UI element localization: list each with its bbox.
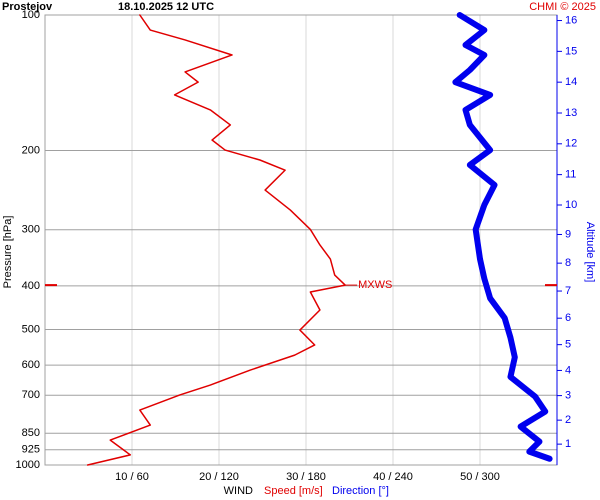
x-tick-label: 10 / 60	[115, 471, 149, 483]
y2-tick-label: 10	[565, 199, 577, 211]
speed-line	[86, 14, 346, 466]
y2-tick-label: 7	[565, 285, 571, 297]
y-tick-label: 1000	[16, 459, 40, 471]
y-tick-label: 300	[22, 224, 40, 236]
y-tick-label: 600	[22, 359, 40, 371]
x-axis-label: WIND	[224, 485, 253, 497]
y2-tick-label: 9	[565, 228, 571, 240]
direction-line	[452, 12, 553, 462]
x-tick-label: 50 / 300	[460, 471, 500, 483]
y2-tick-label: 16	[565, 14, 577, 26]
y2-tick-label: 3	[565, 390, 571, 402]
y2-tick-label: 1	[565, 438, 571, 450]
credit: CHMI © 2025	[529, 1, 596, 13]
x-tick-label: 40 / 240	[373, 471, 413, 483]
y2-tick-label: 12	[565, 138, 577, 150]
y-tick-label: 500	[22, 323, 40, 335]
y2-tick-label: 6	[565, 312, 571, 324]
legend-speed: Speed [m/s]	[264, 485, 323, 497]
y2-tick-label: 2	[565, 414, 571, 426]
y2-tick-label: 4	[565, 364, 571, 376]
y-tick-label: 400	[22, 280, 40, 292]
y2-tick-label: 8	[565, 257, 571, 269]
mxws-label: MXWS	[358, 279, 392, 291]
y2-tick-label: 5	[565, 339, 571, 351]
y2-tick-label: 14	[565, 76, 577, 88]
y-axis-label: Pressure [hPa]	[2, 216, 14, 289]
y-tick-label: 925	[22, 444, 40, 456]
x-tick-label: 20 / 120	[199, 471, 239, 483]
y-tick-label: 100	[22, 9, 40, 21]
x-tick-label: 30 / 180	[286, 471, 326, 483]
y2-axis-label: Altitude [km]	[584, 222, 596, 283]
legend-direction: Direction [°]	[332, 485, 389, 497]
y2-tick-label: 11	[565, 169, 576, 181]
y-tick-label: 700	[22, 389, 40, 401]
y-tick-label: 850	[22, 427, 40, 439]
y2-tick-label: 15	[565, 45, 577, 57]
y-tick-label: 200	[22, 144, 40, 156]
station-title: Prostejov	[2, 1, 53, 13]
time-subtitle: 18.10.2025 12 UTC	[118, 1, 214, 13]
y2-tick-label: 13	[565, 107, 577, 119]
